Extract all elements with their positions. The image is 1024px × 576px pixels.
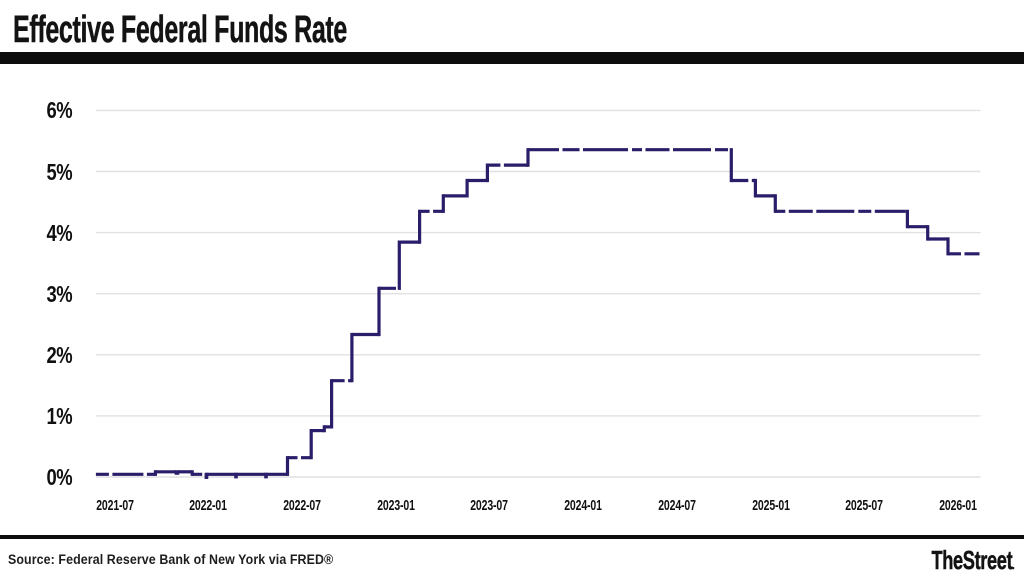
y-tick-label-5%: 5%: [46, 158, 72, 185]
y-tick-label-0%: 0%: [46, 464, 72, 490]
y-tick-label-3%: 3%: [46, 280, 72, 307]
x-tick-label-2022-01: 2022-01: [189, 497, 228, 514]
x-tick-label-2022-07: 2022-07: [283, 497, 321, 514]
rate-line-step: [153, 148, 950, 479]
rate-step-line: [95, 148, 980, 479]
brand-logo-text: TheStreet: [931, 545, 1013, 576]
source-credit: Source: Federal Reserve Bank of New York…: [8, 552, 334, 567]
x-tick-label-2023-01: 2023-01: [376, 497, 415, 514]
brand-logo: TheStreet.: [896, 545, 1014, 576]
title-underline-bar: [0, 52, 1024, 64]
footer-divider: [0, 535, 1024, 539]
y-tick-label-6%: 6%: [46, 97, 72, 124]
x-tick-label-2021-07: 2021-07: [95, 497, 134, 514]
x-tick-label-2024-01: 2024-01: [564, 497, 602, 514]
x-tick-label-2024-07: 2024-07: [658, 497, 696, 514]
y-tick-label-2%: 2%: [46, 341, 72, 368]
x-tick-label-2026-01: 2026-01: [939, 497, 977, 514]
y-tick-label-4%: 4%: [46, 219, 72, 246]
brand-logo-period: .: [1012, 558, 1015, 573]
x-tick-label-2025-07: 2025-07: [845, 497, 883, 514]
y-tick-label-1%: 1%: [46, 402, 72, 429]
gridlines: [96, 109, 981, 478]
x-tick-label-2023-07: 2023-07: [470, 497, 509, 514]
page-title: Effective Federal Funds Rate: [13, 9, 348, 52]
x-tick-label-2025-01: 2025-01: [751, 497, 790, 514]
